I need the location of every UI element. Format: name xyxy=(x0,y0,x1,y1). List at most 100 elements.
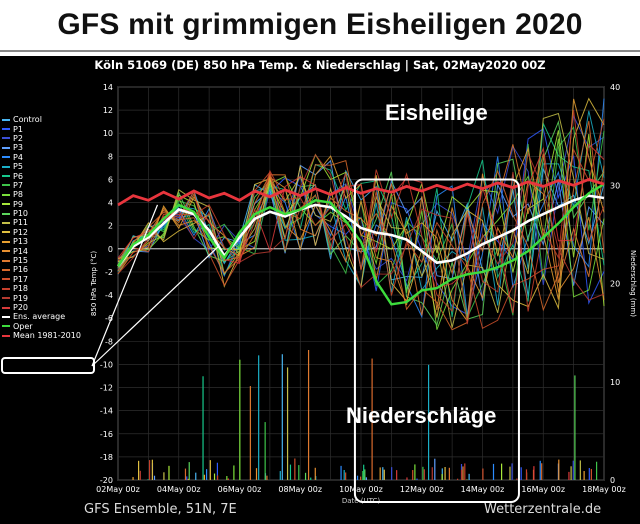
series-line-mean-1981-2010 xyxy=(117,178,605,207)
legend-item: Control xyxy=(2,115,81,124)
legend-swatch xyxy=(2,315,10,318)
y-axis-label: 850 hPa Temp (°C) xyxy=(90,251,98,316)
y2-axis-label: Niederschlag (mm) xyxy=(629,250,637,317)
x-tick-label: 16May 00z xyxy=(521,485,565,494)
legend-item: P7 xyxy=(2,181,81,190)
y-tick-label: -18 xyxy=(100,453,113,462)
eisheilige-highlight-box xyxy=(353,178,520,504)
y2-tick-label: 0 xyxy=(610,476,615,485)
y-tick-label: -12 xyxy=(100,384,113,393)
y-tick-label: -2 xyxy=(105,268,113,277)
legend-label: P20 xyxy=(13,303,29,312)
x-tick-label: 12May 00z xyxy=(400,485,444,494)
pointer-line-lower xyxy=(91,204,159,367)
legend-swatch xyxy=(2,165,10,168)
legend-item: Mean 1981-2010 xyxy=(2,331,81,340)
legend-label: P15 xyxy=(13,256,29,266)
y-tick-label: 2 xyxy=(108,222,113,231)
legend-swatch xyxy=(2,259,10,262)
legend-swatch xyxy=(2,221,10,224)
legend-label: P10 xyxy=(13,209,29,219)
y-tick-label: 8 xyxy=(108,152,113,161)
legend-item: P13 xyxy=(2,237,81,246)
series-line-oper xyxy=(117,183,605,306)
x-tick-label: 14May 00z xyxy=(461,485,505,494)
y-tick-label: 14 xyxy=(103,83,113,92)
legend-item: P19 xyxy=(2,293,81,303)
legend-label: Ens. average xyxy=(13,312,66,322)
legend-item: P11 xyxy=(2,218,81,227)
y-tick-label: -8 xyxy=(105,337,113,346)
legend-swatch xyxy=(2,146,10,149)
legend-label: Control xyxy=(13,115,42,125)
legend-item: P6 xyxy=(2,171,81,181)
legend-label: P12 xyxy=(13,227,29,237)
legend-label: P6 xyxy=(13,171,23,181)
legend-swatch xyxy=(2,128,10,131)
legend-label: P7 xyxy=(13,180,23,190)
legend-item: P18 xyxy=(2,284,81,293)
chart-title: Köln 51069 (DE) 850 hPa Temp. & Niedersc… xyxy=(94,58,546,72)
footer-model-info: GFS Ensemble, 51N, 7E xyxy=(84,502,237,517)
legend-swatch xyxy=(2,287,10,290)
legend-label: P3 xyxy=(13,143,23,153)
legend-swatch xyxy=(2,306,10,309)
y-tick-label: -16 xyxy=(100,430,113,439)
headline-divider xyxy=(0,50,640,52)
legend-item: P20 xyxy=(2,303,81,312)
y2-tick-label: 20 xyxy=(610,280,620,289)
legend-item: P4 xyxy=(2,153,81,162)
legend-swatch xyxy=(2,118,10,121)
legend-label: P8 xyxy=(13,190,23,200)
legend-item: P3 xyxy=(2,143,81,152)
y-tick-label: -20 xyxy=(100,476,113,485)
legend-label: P4 xyxy=(13,152,23,162)
legend-label: P5 xyxy=(13,162,23,172)
legend-item: P5 xyxy=(2,162,81,171)
ensemble-member-line xyxy=(117,110,605,313)
y-tick-label: -14 xyxy=(100,407,113,416)
annotation-eisheilige: Eisheilige xyxy=(385,100,488,125)
legend-item: P9 xyxy=(2,200,81,209)
y2-tick-label: 10 xyxy=(610,378,620,387)
legend-swatch xyxy=(2,268,10,271)
legend-label: P11 xyxy=(13,218,29,228)
y-tick-label: 4 xyxy=(108,199,113,208)
legend-swatch xyxy=(2,156,10,159)
legend-item: P10 xyxy=(2,209,81,218)
legend-item: P16 xyxy=(2,265,81,274)
legend-swatch xyxy=(2,297,10,300)
legend-swatch xyxy=(2,137,10,140)
legend-label: P19 xyxy=(13,293,29,303)
y-tick-label: -6 xyxy=(105,314,113,323)
mean-legend-highlight-box xyxy=(1,357,95,374)
legend-label: P1 xyxy=(13,124,23,134)
legend-item: P14 xyxy=(2,246,81,256)
pointer-line-upper xyxy=(91,246,219,367)
legend-swatch xyxy=(2,278,10,281)
legend-label: Mean 1981-2010 xyxy=(13,331,81,341)
legend-label: P2 xyxy=(13,133,23,143)
legend-swatch xyxy=(2,212,10,215)
legend-swatch xyxy=(2,231,10,234)
legend-item: P1 xyxy=(2,124,81,134)
y-tick-label: -10 xyxy=(100,360,113,369)
legend-item: P12 xyxy=(2,228,81,237)
legend-label: P13 xyxy=(13,237,29,247)
legend-label: P17 xyxy=(13,274,29,284)
x-tick-label: 10May 00z xyxy=(339,485,383,494)
legend-item: Oper xyxy=(2,322,81,331)
x-tick-label: 06May 00z xyxy=(218,485,262,494)
ensemble-member-line xyxy=(117,120,605,331)
legend-label: P14 xyxy=(13,246,29,256)
x-tick-label: 02May 00z xyxy=(96,485,140,494)
legend-label: Oper xyxy=(13,321,33,331)
legend-item: P2 xyxy=(2,134,81,143)
legend-swatch xyxy=(2,250,10,253)
legend-swatch xyxy=(2,334,10,337)
page-headline: GFS mit grimmigen Eisheiligen 2020 xyxy=(57,8,583,41)
legend-label: P18 xyxy=(13,284,29,294)
x-tick-label: 18May 00z xyxy=(582,485,626,494)
legend-swatch xyxy=(2,203,10,206)
legend-label: P16 xyxy=(13,265,29,275)
